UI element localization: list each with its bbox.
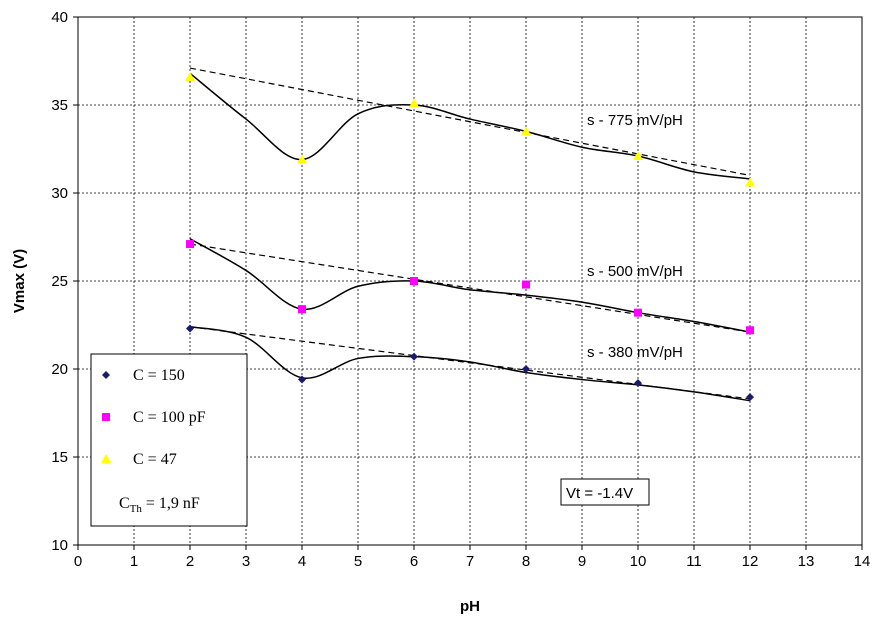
x-tick-label: 12 <box>742 553 759 570</box>
legend-label: C = 150 <box>133 367 185 384</box>
trend-line <box>189 67 751 176</box>
y-tick-label: 10 <box>51 537 68 554</box>
x-tick-label: 13 <box>798 553 815 570</box>
x-tick-label: 0 <box>74 553 82 570</box>
y-tick-label: 30 <box>51 185 68 202</box>
slope-label: s - 500 mV/pH <box>587 263 683 280</box>
x-tick-label: 6 <box>410 553 418 570</box>
data-point <box>409 98 419 108</box>
data-point <box>521 126 531 136</box>
series-2: s - 500 mV/pH <box>186 238 754 335</box>
data-point <box>410 352 418 361</box>
legend-item: C = 150 <box>102 367 185 384</box>
legend-marker <box>102 413 110 421</box>
slope-label: s - 380 mV/pH <box>587 344 683 361</box>
legend-label: C = 47 <box>133 451 177 468</box>
y-tick-label: 35 <box>51 97 68 114</box>
data-point <box>298 305 306 314</box>
data-point <box>186 240 194 249</box>
data-point <box>745 177 755 187</box>
x-tick-label: 8 <box>522 553 530 570</box>
series-layer: s - 380 mV/pH s - 500 mV/pH s - 775 mV/pH <box>185 67 755 402</box>
x-tick-label: 3 <box>242 553 250 570</box>
x-tick-label: 5 <box>354 553 362 570</box>
x-tick-label: 14 <box>854 553 871 570</box>
x-tick-label: 7 <box>466 553 474 570</box>
data-point <box>633 151 643 161</box>
legend-note: CTh = 1,9 nF <box>119 495 200 515</box>
trend-line <box>189 243 751 333</box>
legend: C = 150 C = 100 pF C = 47 CTh = 1,9 nF <box>90 353 248 527</box>
data-point <box>634 308 642 317</box>
legend-box <box>90 353 248 527</box>
y-tick-label: 20 <box>51 361 68 378</box>
legend-marker <box>102 371 110 379</box>
x-tick-label: 11 <box>686 553 702 570</box>
data-point <box>522 365 530 373</box>
y-tick-label: 40 <box>51 9 68 26</box>
data-point <box>746 326 754 335</box>
x-tick-label: 10 <box>630 553 647 570</box>
legend-item: C = 100 pF <box>102 409 206 426</box>
slope-label: s - 775 mV/pH <box>587 112 683 129</box>
x-tick-label: 9 <box>578 553 586 570</box>
fit-curve <box>189 326 751 402</box>
y-axis-title: Vmax (V) <box>11 249 28 313</box>
legend-marker <box>101 454 111 463</box>
data-point <box>298 375 306 384</box>
data-point <box>634 379 642 388</box>
data-point <box>746 393 754 402</box>
y-tick-label: 15 <box>51 449 68 466</box>
x-tick-label: 1 <box>130 553 138 570</box>
series-1: s - 380 mV/pH <box>186 324 754 402</box>
x-axis-title: pH <box>460 598 480 615</box>
data-point <box>186 324 194 333</box>
series-3: s - 775 mV/pH <box>185 67 755 187</box>
x-tick-label: 4 <box>298 553 306 570</box>
fit-curve <box>189 238 751 333</box>
legend-label: C = 100 pF <box>133 409 206 426</box>
x-tick-label: 2 <box>186 553 194 570</box>
x-axis: 0 1 2 3 4 5 6 7 8 9 10 11 12 13 14 <box>74 545 871 570</box>
data-point <box>410 277 418 285</box>
legend-item: C = 47 <box>101 451 177 468</box>
fit-curve <box>189 72 751 180</box>
data-point <box>185 71 195 81</box>
y-axis: 10 15 20 25 30 35 40 <box>51 9 78 554</box>
y-tick-label: 25 <box>51 273 68 290</box>
vt-annotation-box <box>560 478 650 506</box>
vt-annotation: Vt = -1.4V <box>560 478 650 506</box>
data-point <box>297 154 307 164</box>
data-point <box>522 280 530 289</box>
vt-annotation-text: Vt = -1.4V <box>566 485 633 502</box>
